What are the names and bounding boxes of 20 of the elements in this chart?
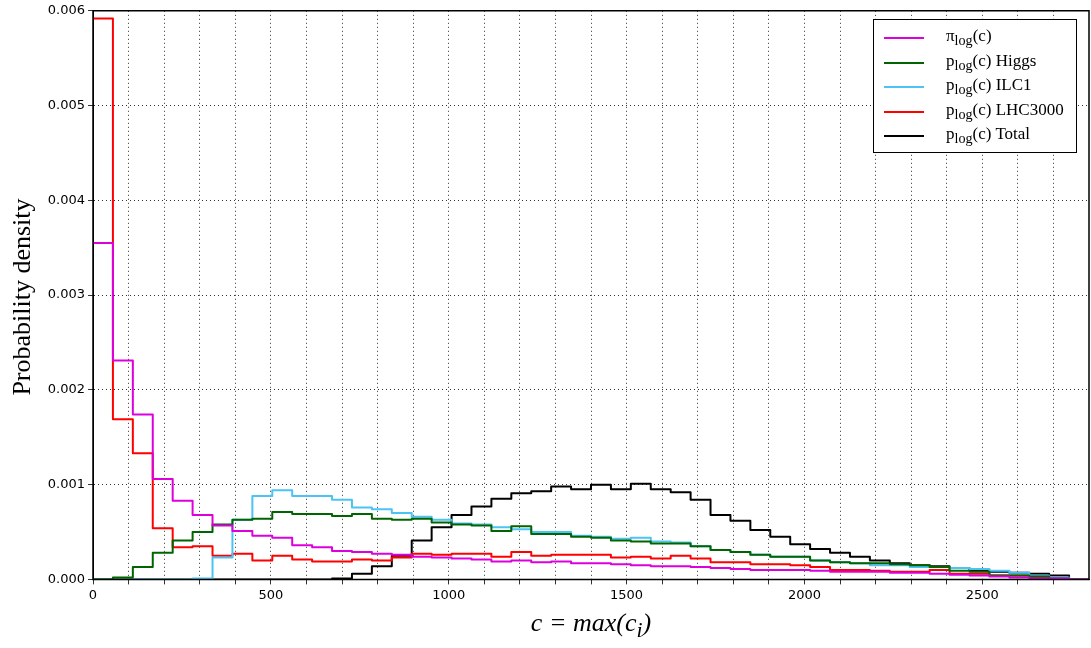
- x-tick-label: 2500: [965, 586, 999, 602]
- y-tick-label: 0.000: [47, 570, 85, 586]
- x-axis-title: c = max(c$_{i}$): [529, 608, 653, 644]
- x-tick-label: 500: [258, 586, 284, 602]
- y-tick-label: 0.004: [47, 191, 85, 207]
- y-tick-label: 0.005: [47, 96, 85, 112]
- x-tick-label: 1000: [432, 586, 466, 602]
- x-tick-label: 0: [88, 586, 98, 602]
- y-tick-label: 0.003: [47, 286, 85, 302]
- x-tick-label: 1500: [610, 586, 644, 602]
- y-tick-label: 0.002: [47, 381, 85, 397]
- legend-label: π$_{log}$(c): [946, 26, 992, 50]
- y-tick-label: 0.001: [47, 476, 85, 492]
- legend-label: p$_{log}$(c) Higgs: [946, 50, 1037, 75]
- legend-label: p$_{log}$(c) ILC1: [946, 75, 1032, 99]
- y-tick-label: 0.006: [47, 2, 85, 18]
- legend-label: p$_{log}$(c) LHC3000: [946, 99, 1064, 124]
- y-axis-title: Probability density: [7, 198, 37, 396]
- x-tick-label: 2000: [787, 586, 821, 602]
- legend-label: p$_{log}$(c) Total: [946, 124, 1031, 148]
